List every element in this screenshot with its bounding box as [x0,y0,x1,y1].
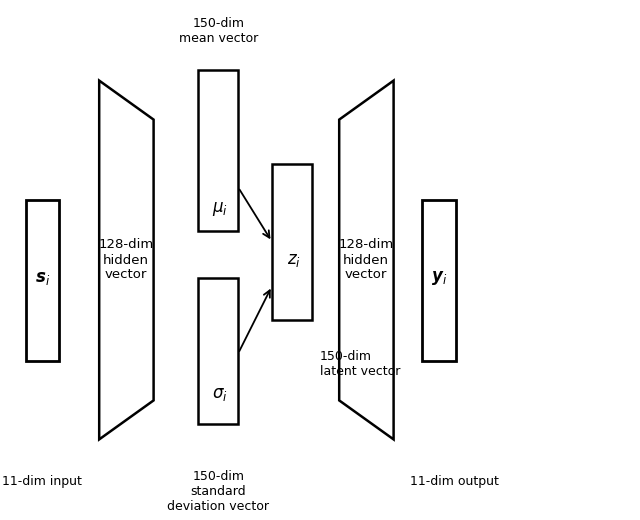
Text: $\boldsymbol{s}_i$: $\boldsymbol{s}_i$ [35,269,50,287]
Text: 150-dim
mean vector: 150-dim mean vector [179,17,258,45]
Text: 11-dim output: 11-dim output [410,474,499,488]
Text: 128-dim
hidden
vector: 128-dim hidden vector [339,239,394,281]
Text: $\boldsymbol{y}_i$: $\boldsymbol{y}_i$ [431,269,447,287]
Text: $\mu_i$: $\mu_i$ [212,200,228,218]
Polygon shape [99,81,154,439]
FancyBboxPatch shape [26,200,59,361]
Text: 150-dim
standard
deviation vector: 150-dim standard deviation vector [167,470,269,513]
FancyBboxPatch shape [198,278,238,424]
FancyBboxPatch shape [272,164,312,320]
Text: 150-dim
latent vector: 150-dim latent vector [320,350,401,378]
Text: 128-dim
hidden
vector: 128-dim hidden vector [99,239,154,281]
Text: 11-dim input: 11-dim input [3,474,82,488]
FancyBboxPatch shape [198,70,238,231]
FancyBboxPatch shape [422,200,456,361]
Polygon shape [339,81,394,439]
Text: $\sigma_i$: $\sigma_i$ [212,385,228,403]
Text: $z_i$: $z_i$ [287,251,301,269]
